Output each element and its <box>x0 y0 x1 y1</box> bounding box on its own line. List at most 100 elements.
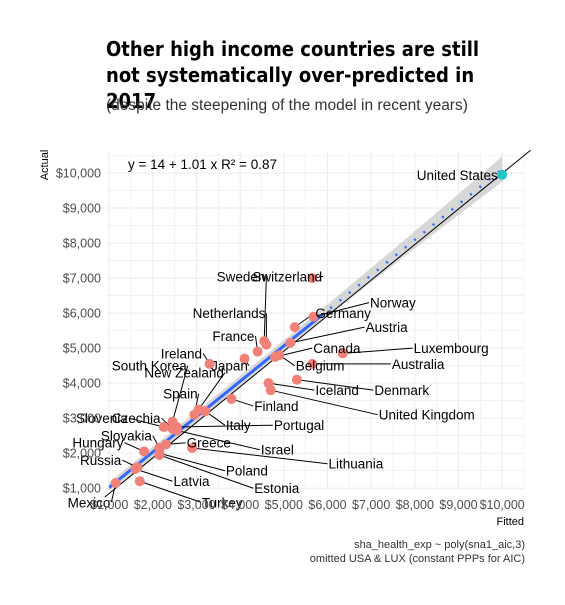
y-tick-label: $1,000 <box>63 482 101 496</box>
data-point <box>200 406 211 417</box>
point-label: Iceland <box>315 383 359 398</box>
data-point <box>285 337 296 348</box>
data-point <box>226 393 237 404</box>
y-tick-label: $8,000 <box>63 237 101 251</box>
point-label: Netherlands <box>193 306 266 321</box>
label-leader <box>192 447 328 465</box>
point-label: United Kingdom <box>379 408 475 423</box>
point-label: South Korea <box>112 359 188 374</box>
point-label: Israel <box>261 443 294 458</box>
data-point <box>274 350 285 361</box>
y-tick-label: $9,000 <box>63 202 101 216</box>
y-tick-label: $5,000 <box>63 342 101 356</box>
point-label: Germany <box>315 306 371 321</box>
regression-equation: y = 14 + 1.01 x R² = 0.87 <box>128 157 277 172</box>
x-tick-label: $10,000 <box>480 498 525 512</box>
point-label: Greece <box>187 436 231 451</box>
y-tick-label: $3,000 <box>63 412 101 426</box>
data-point <box>261 339 272 350</box>
point-label: New Zealand <box>144 366 224 381</box>
point-label: Estonia <box>254 481 300 496</box>
data-point <box>158 421 169 432</box>
label-leader <box>313 302 370 318</box>
x-tick-label: $3,000 <box>177 498 215 512</box>
point-label: Ireland <box>161 346 202 361</box>
label-leader <box>176 429 260 451</box>
label-leader <box>268 382 315 391</box>
caption-line-2: omitted USA & LUX (constant PPPs for AIC… <box>309 553 525 565</box>
point-label: Belgium <box>296 359 345 374</box>
data-point <box>307 273 318 284</box>
point-label: Mexico <box>68 495 111 510</box>
x-tick-label: $8,000 <box>396 498 434 512</box>
x-tick-label: $5,000 <box>265 498 303 512</box>
point-label: Spain <box>163 387 198 402</box>
label-leader <box>198 372 226 410</box>
y-tick-label: $6,000 <box>63 307 101 321</box>
point-label: Turkey <box>202 495 243 510</box>
data-point <box>187 442 198 453</box>
x-tick-label: $1,000 <box>90 498 128 512</box>
point-label: Canada <box>313 341 361 356</box>
data-point <box>239 353 250 364</box>
point-label: Denmark <box>374 383 429 398</box>
point-label: Japan <box>211 359 248 374</box>
data-point <box>134 476 145 487</box>
data-point <box>171 425 182 436</box>
point-label: Sweden <box>217 269 266 284</box>
point-label: Hungary <box>72 436 123 451</box>
y-tick-label: $2,000 <box>63 447 101 461</box>
label-leader <box>263 276 267 342</box>
x-axis-title: Fitted <box>496 516 524 528</box>
data-point <box>307 358 318 369</box>
point-label: Australia <box>392 357 445 372</box>
data-point <box>130 463 141 474</box>
label-leader <box>270 389 378 416</box>
label-leader <box>159 452 226 472</box>
x-tick-label: $7,000 <box>352 498 390 512</box>
point-label: Poland <box>226 464 268 479</box>
data-point <box>204 358 215 369</box>
x-tick-label: $6,000 <box>308 498 346 512</box>
identity-line <box>104 149 531 498</box>
point-label: Slovenia <box>76 411 128 426</box>
label-leader <box>128 417 164 428</box>
data-point <box>160 439 171 450</box>
point-label: Switzerland <box>252 269 322 284</box>
point-label: Lithuania <box>329 457 384 472</box>
y-tick-label: $4,000 <box>63 377 101 391</box>
point-label: Portugal <box>274 418 324 433</box>
point-labels: United States Switzerland Norway Sweden Germ… <box>68 168 498 510</box>
point-label: Finland <box>254 399 298 414</box>
label-leader <box>159 454 254 489</box>
data-point <box>265 385 276 396</box>
point-label: Czechia <box>112 411 161 426</box>
chart-title: Other high income countries are still no… <box>106 37 480 113</box>
point-label: Russia <box>80 453 122 468</box>
data-point <box>337 348 348 359</box>
data-point <box>308 311 319 322</box>
data-point <box>139 446 150 457</box>
x-tick-label: $9,000 <box>439 498 477 512</box>
label-leader <box>296 379 374 391</box>
point-label: Latvia <box>173 474 210 489</box>
data-points <box>110 169 508 488</box>
point-label: Italy <box>226 418 251 433</box>
label-leader <box>135 468 173 482</box>
data-point <box>291 374 302 385</box>
data-point <box>189 409 200 420</box>
y-tick-label: $7,000 <box>63 272 101 286</box>
x-tick-label: $4,000 <box>221 498 259 512</box>
point-label: Luxembourg <box>414 341 489 356</box>
data-point <box>110 477 121 488</box>
point-label: Slovakia <box>101 429 153 444</box>
label-leader <box>172 365 189 422</box>
data-point <box>252 346 263 357</box>
point-label: France <box>212 329 254 344</box>
label-leader <box>342 347 413 354</box>
point-label: Norway <box>370 296 416 311</box>
data-point <box>497 169 508 180</box>
label-leader <box>139 480 202 503</box>
tick-labels: $1,000 $2,000 $3,000 $4,000 $5,000 $6,000 $7,0… <box>56 167 525 512</box>
